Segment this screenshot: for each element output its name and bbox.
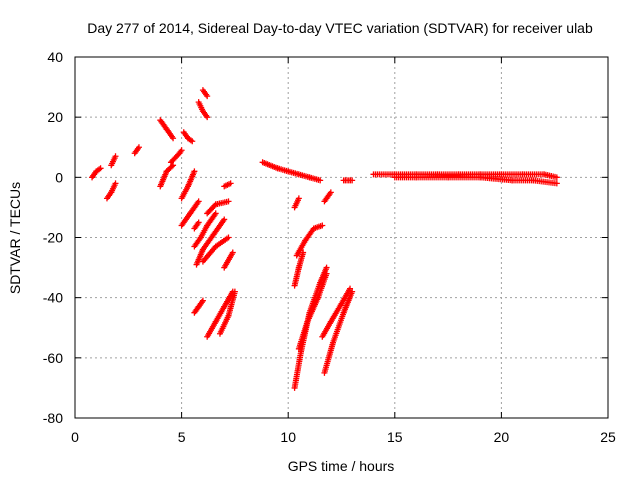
data-segment: [178, 168, 198, 202]
y-tick-label: 20: [47, 109, 63, 125]
data-segment: [295, 270, 330, 352]
data-point: [170, 135, 177, 142]
x-tick-label: 20: [494, 429, 510, 445]
data-segment: [131, 144, 142, 157]
y-tick-label: -40: [43, 290, 63, 306]
data-segment: [157, 117, 177, 142]
data-segment: [178, 198, 202, 229]
data-point: [231, 288, 238, 295]
data-segment: [157, 162, 177, 190]
data-point: [319, 222, 326, 229]
data-segment: [221, 180, 234, 190]
data-segment: [204, 198, 232, 217]
data-segment: [319, 285, 354, 340]
data-point: [199, 297, 206, 304]
data-segment: [199, 234, 232, 265]
data-point: [195, 198, 202, 205]
data-point: [225, 198, 232, 205]
data-point: [211, 202, 218, 209]
y-tick-label: -80: [43, 410, 63, 426]
data-segment: [391, 174, 560, 187]
data-point: [189, 138, 196, 145]
data-point: [112, 180, 119, 187]
data-point: [204, 114, 211, 121]
data-point: [195, 219, 202, 226]
data-point: [327, 189, 334, 196]
data-point: [553, 180, 560, 187]
data-point: [347, 285, 354, 292]
data-point: [221, 216, 228, 223]
y-tick-label: 40: [47, 49, 63, 65]
data-point: [323, 270, 330, 277]
data-segment: [108, 153, 119, 169]
data-point: [204, 93, 211, 100]
data-point: [553, 174, 560, 181]
data-segment: [216, 288, 238, 337]
y-axis-label: SDTVAR / TECUs: [7, 182, 23, 294]
data-points: [89, 87, 560, 391]
data-segment: [180, 129, 196, 145]
data-point: [225, 234, 232, 241]
data-segment: [195, 99, 211, 121]
data-segment: [103, 180, 119, 202]
data-point: [178, 147, 185, 154]
data-segment: [191, 219, 202, 232]
x-tick-label: 15: [387, 429, 403, 445]
data-point: [212, 210, 219, 217]
y-tick-label: 0: [55, 169, 63, 185]
data-point: [227, 180, 234, 187]
data-segment: [293, 222, 326, 259]
data-segment: [340, 177, 356, 184]
data-segment: [191, 210, 219, 250]
data-segment: [191, 297, 206, 316]
data-point: [135, 144, 142, 151]
data-point: [229, 249, 236, 256]
y-tick-label: -60: [43, 350, 63, 366]
data-point: [191, 168, 198, 175]
grid-lines: [75, 57, 608, 418]
data-point: [170, 162, 177, 169]
data-point: [97, 165, 104, 172]
data-point: [349, 177, 356, 184]
x-tick-label: 0: [71, 429, 79, 445]
data-segment: [259, 159, 324, 184]
data-segment: [291, 195, 302, 211]
data-segment: [167, 147, 185, 166]
data-point: [323, 264, 330, 271]
x-axis-label: GPS time / hours: [288, 458, 395, 474]
x-tick-label: 10: [280, 429, 296, 445]
axis-ticks: 0 5 10 15 20 25 -80 -60 -40 -20 0 20 40: [43, 49, 616, 445]
x-tick-label: 5: [178, 429, 186, 445]
data-point: [317, 177, 324, 184]
data-segment: [321, 189, 334, 205]
data-point: [112, 153, 119, 160]
chart-title: Day 277 of 2014, Sidereal Day-to-day VTE…: [87, 20, 593, 36]
data-segment: [89, 165, 104, 181]
x-tick-label: 25: [600, 429, 616, 445]
data-segment: [193, 216, 228, 268]
data-point: [168, 163, 175, 170]
data-point: [295, 195, 302, 202]
y-tick-label: -20: [43, 230, 63, 246]
data-segment: [199, 87, 211, 100]
data-segment: [221, 249, 236, 271]
